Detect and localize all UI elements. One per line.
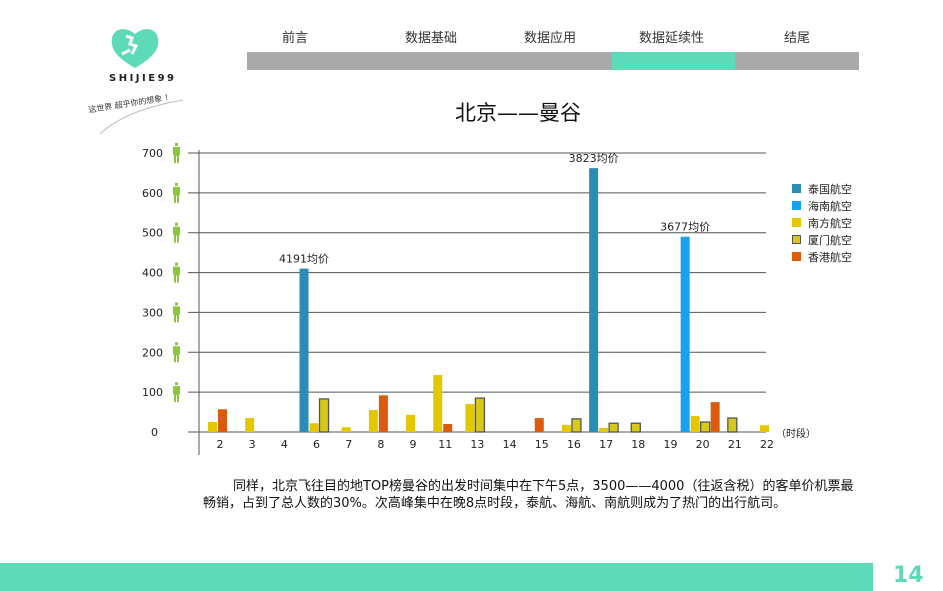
- bar-香港航空: [710, 402, 720, 432]
- tab-data-continuity[interactable]: 数据延续性: [639, 31, 705, 46]
- legend-swatch: [792, 184, 801, 193]
- y-tick-label: 300: [142, 306, 163, 319]
- bar-厦门航空: [608, 422, 619, 433]
- footer-strip: [0, 563, 873, 591]
- x-tick-label: 11: [438, 438, 452, 451]
- bar-香港航空: [378, 395, 388, 432]
- x-tick-label: 9: [410, 438, 417, 451]
- x-tick-label: 21: [728, 438, 742, 451]
- bar-厦门航空: [630, 422, 641, 433]
- bar-泰国航空: [589, 168, 599, 432]
- logo-icon: [111, 29, 159, 68]
- x-tick-label: 15: [535, 438, 549, 451]
- bar-香港航空: [443, 424, 453, 432]
- bar-泰国航空: [299, 268, 309, 432]
- bar-南方航空: [309, 423, 319, 432]
- bar-annotation: 3677均价: [660, 221, 710, 234]
- y-tick-label: 200: [142, 346, 163, 359]
- person-icon: [173, 222, 180, 243]
- person-icon: [173, 182, 180, 203]
- x-tick-label: 4: [281, 438, 288, 451]
- bar-香港航空: [534, 418, 544, 432]
- swoosh-decoration: [99, 99, 184, 135]
- legend-swatch: [792, 201, 801, 210]
- y-tick-label: 0: [151, 426, 158, 439]
- bar-南方航空: [368, 410, 378, 432]
- x-tick-label: 14: [503, 438, 517, 451]
- y-tick-label: 600: [142, 187, 163, 200]
- bar-chart: 0 100 200 300 400 500 600 700 2 3 4 6 7 8 9 11 13 14 15 16 1…: [142, 143, 816, 455]
- person-icon: [173, 382, 180, 403]
- x-tick-label: 7: [345, 438, 352, 451]
- legend-swatch: [792, 218, 801, 227]
- bar-香港航空: [218, 409, 227, 432]
- y-tick-label: 500: [142, 227, 163, 240]
- y-tick-label: 400: [142, 267, 163, 280]
- tab-data-basics[interactable]: 数据基础: [405, 31, 458, 46]
- chart-title: 北京——曼谷: [455, 101, 581, 125]
- x-tick-label: 16: [567, 438, 581, 451]
- legend-item: 海南航空: [792, 197, 852, 214]
- y-tick-label: 100: [142, 386, 163, 399]
- legend-label: 泰国航空: [808, 182, 852, 196]
- legend-item: 香港航空: [792, 248, 852, 265]
- tab-ending[interactable]: 结尾: [784, 31, 811, 46]
- tab-preface[interactable]: 前言: [282, 31, 309, 46]
- legend-label: 南方航空: [808, 216, 852, 230]
- legend-item: 泰国航空: [792, 180, 852, 197]
- bar-南方航空: [245, 418, 255, 432]
- bar-厦门航空: [474, 397, 486, 433]
- bar-南方航空: [760, 425, 769, 432]
- x-tick-label: 8: [377, 438, 384, 451]
- x-tick-label: 20: [696, 438, 710, 451]
- person-icon: [173, 342, 180, 363]
- x-tick-label: 2: [217, 438, 224, 451]
- bar-海南航空: [680, 236, 690, 432]
- person-icon: [173, 302, 180, 323]
- x-tick-label: 18: [631, 438, 645, 451]
- bar-厦门航空: [699, 421, 711, 433]
- bar-厦门航空: [318, 398, 330, 433]
- person-icon: [173, 143, 180, 163]
- legend-label: 海南航空: [808, 199, 852, 213]
- legend-swatch: [792, 235, 801, 244]
- y-tick-label: 700: [142, 147, 163, 160]
- description-paragraph: 同样，北京飞往目的地TOP榜曼谷的出发时间集中在下午5点，3500——4000（…: [203, 479, 854, 511]
- progress-bar: [247, 52, 859, 70]
- legend-swatch: [792, 252, 801, 261]
- x-tick-label: 3: [249, 438, 256, 451]
- chart-legend: 泰国航空海南航空南方航空厦门航空香港航空: [792, 180, 852, 265]
- person-icon: [173, 262, 180, 283]
- legend-label: 香港航空: [808, 250, 852, 264]
- x-tick-label: 6: [313, 438, 320, 451]
- bar-南方航空: [208, 422, 217, 432]
- bar-南方航空: [690, 416, 700, 432]
- tab-data-application[interactable]: 数据应用: [524, 31, 577, 46]
- legend-label: 厦门航空: [808, 233, 852, 247]
- legend-item: 南方航空: [792, 214, 852, 231]
- bar-南方航空: [433, 375, 443, 432]
- x-axis-label: （时段）: [776, 427, 816, 440]
- bar-annotation: 3823均价: [569, 152, 619, 165]
- bar-厦门航空: [571, 418, 582, 433]
- x-tick-label: 17: [599, 438, 613, 451]
- page-number: 14: [893, 563, 924, 588]
- bar-南方航空: [341, 427, 351, 432]
- brand-name: SHIJIE99: [109, 73, 177, 84]
- bar-厦门航空: [727, 417, 738, 433]
- progress-active-segment: [612, 52, 735, 70]
- top-nav: 前言 数据基础 数据应用 数据延续性 结尾: [247, 27, 859, 71]
- x-tick-label: 22: [760, 438, 774, 451]
- bar-南方航空: [599, 428, 609, 432]
- x-tick-label: 19: [663, 438, 677, 451]
- bar-南方航空: [406, 414, 416, 432]
- legend-item: 厦门航空: [792, 231, 852, 248]
- bar-annotation: 4191均价: [279, 253, 329, 266]
- bar-南方航空: [561, 424, 571, 432]
- x-tick-label: 13: [470, 438, 484, 451]
- bar-南方航空: [465, 404, 475, 432]
